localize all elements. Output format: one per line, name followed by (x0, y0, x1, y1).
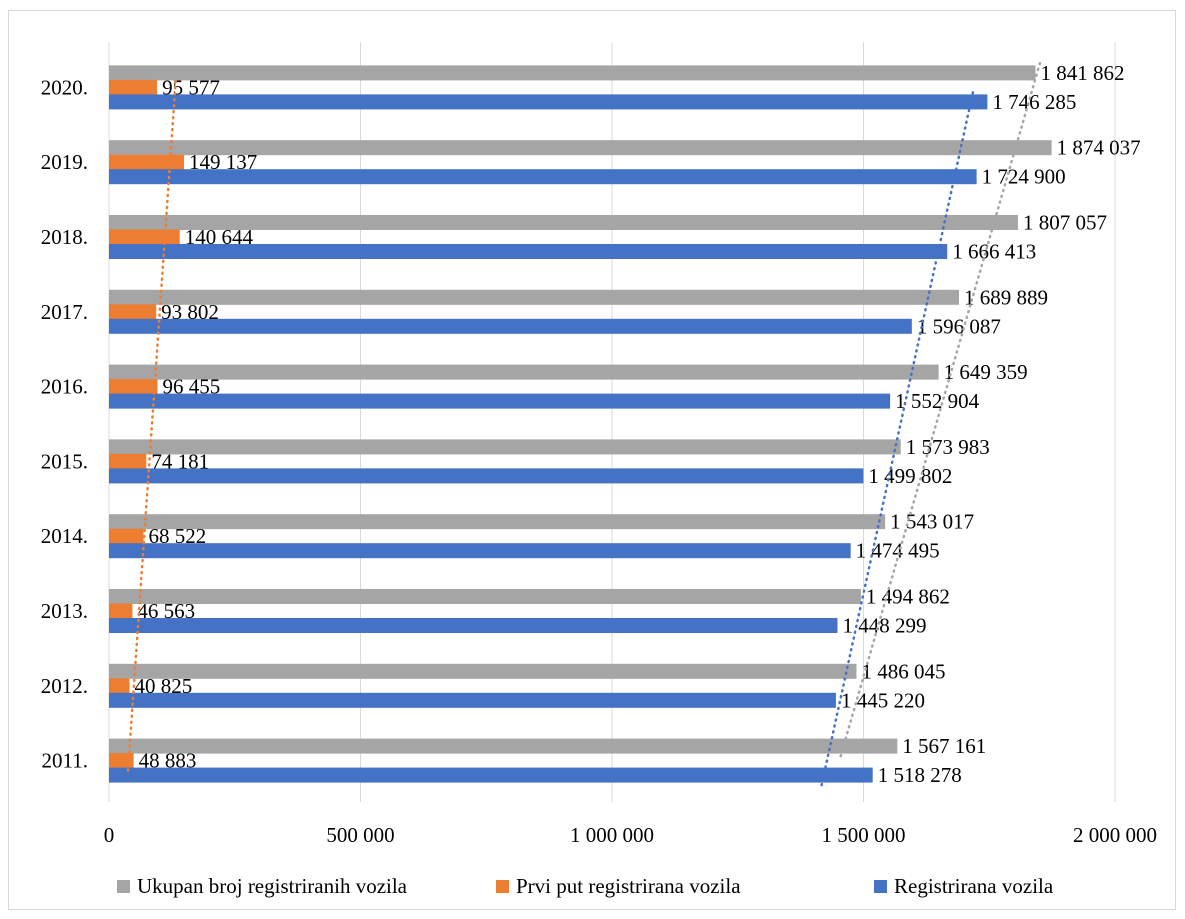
bar (109, 543, 851, 558)
data-label: 40 825 (135, 674, 193, 698)
data-label: 1 567 161 (902, 734, 986, 758)
legend-swatch (496, 880, 509, 893)
data-label: 96 455 (163, 375, 221, 399)
bar (109, 80, 157, 95)
data-label: 93 802 (161, 300, 219, 324)
x-tick-label: 1 000 000 (570, 823, 654, 847)
bar (109, 394, 890, 409)
legend-swatch (117, 880, 130, 893)
bar (109, 618, 837, 633)
x-tick-label: 2 000 000 (1073, 823, 1157, 847)
data-label: 1 724 900 (982, 165, 1066, 189)
legend-swatch (874, 880, 887, 893)
bar (109, 94, 987, 109)
data-label: 48 883 (139, 749, 197, 773)
data-label: 1 486 045 (861, 659, 945, 683)
data-label: 1 874 037 (1057, 136, 1141, 160)
x-tick-label: 500 000 (326, 823, 394, 847)
data-label: 1 807 057 (1023, 211, 1107, 235)
bar (109, 768, 873, 783)
bar (109, 678, 130, 693)
bar (109, 514, 885, 529)
data-label: 1 841 862 (1040, 61, 1124, 85)
data-label: 68 522 (148, 524, 206, 548)
bar (109, 319, 912, 334)
y-category-label: 2017. (41, 300, 88, 324)
data-label: 1 543 017 (890, 510, 974, 534)
bar (109, 290, 959, 305)
data-label: 46 563 (137, 599, 195, 623)
y-category-label: 2016. (41, 375, 88, 399)
bar (109, 753, 134, 768)
legend-entry: Ukupan broj registriranih vozila (137, 874, 408, 898)
data-label: 1 494 862 (866, 585, 950, 609)
y-category-label: 2014. (41, 524, 88, 548)
y-category-label: 2012. (41, 674, 88, 698)
data-label: 1 518 278 (878, 763, 962, 787)
y-category-label: 2015. (41, 449, 88, 473)
data-label: 140 644 (185, 225, 254, 249)
y-category-label: 2020. (41, 75, 88, 99)
x-tick-label: 1 500 000 (822, 823, 906, 847)
legend-entry: Registrirana vozila (894, 874, 1054, 898)
y-category-label: 2011. (42, 749, 88, 773)
data-label: 1 666 413 (952, 240, 1036, 264)
bar (109, 529, 143, 544)
y-category-label: 2019. (41, 150, 88, 174)
data-label: 149 137 (189, 150, 257, 174)
trendline (841, 63, 1040, 756)
bar (109, 693, 836, 708)
bar (109, 379, 158, 394)
data-label: 1 499 802 (868, 464, 952, 488)
data-label: 1 596 087 (917, 314, 1001, 338)
y-category-label: 2013. (41, 599, 88, 623)
legend-entry: Prvi put registrirana vozila (516, 874, 741, 898)
bar (109, 304, 156, 319)
bar (109, 604, 132, 619)
bar (109, 468, 863, 483)
data-label: 1 746 285 (992, 90, 1076, 114)
data-label: 74 181 (151, 449, 209, 473)
bar (109, 230, 180, 245)
y-category-label: 2018. (41, 225, 88, 249)
bar (109, 155, 184, 170)
bar (109, 439, 901, 454)
bar (109, 664, 856, 679)
bar (109, 454, 146, 469)
bar (109, 589, 861, 604)
bar (109, 365, 939, 380)
data-label: 1 573 983 (906, 435, 990, 459)
data-label: 95 577 (162, 75, 220, 99)
data-label: 1 649 359 (944, 360, 1028, 384)
bar (109, 739, 897, 754)
bar (109, 65, 1035, 80)
data-label: 1 689 889 (964, 285, 1048, 309)
x-tick-label: 0 (104, 823, 115, 847)
